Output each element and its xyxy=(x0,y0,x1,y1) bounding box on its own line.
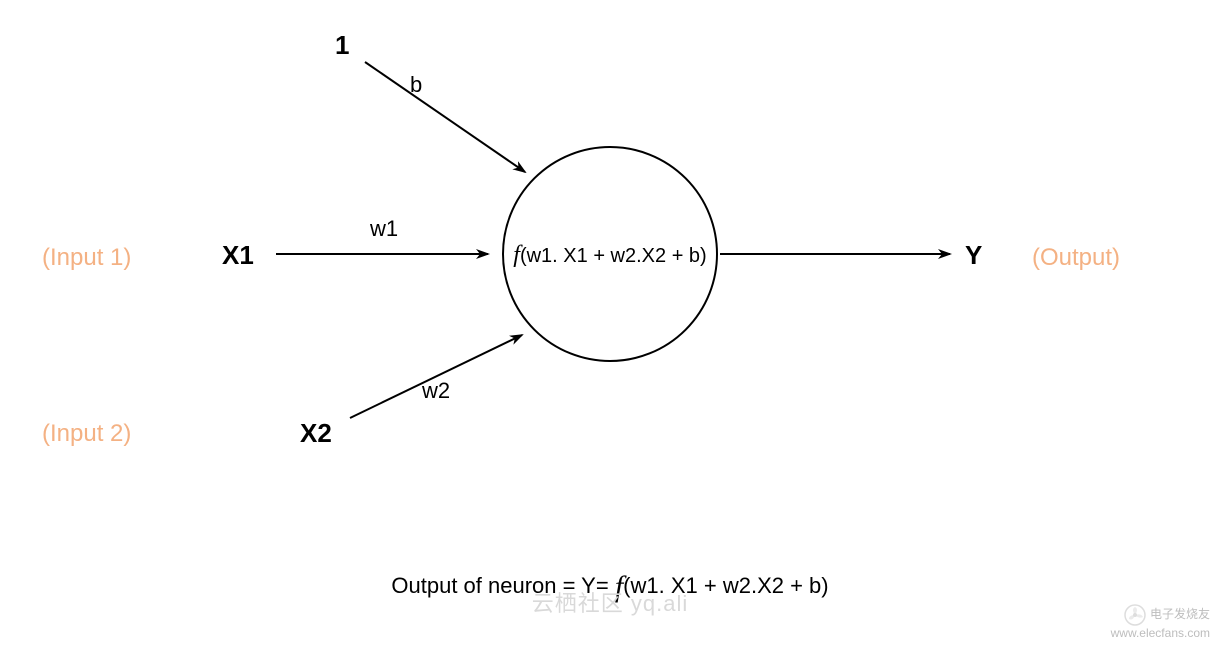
watermark-right-line2: www.elecfans.com xyxy=(1111,626,1210,640)
neuron-circle: f(w1. X1 + w2.X2 + b) xyxy=(502,146,718,362)
input1-annotation: (Input 1) xyxy=(42,244,131,272)
bias-node-label: 1 xyxy=(335,30,349,61)
w1-weight-label: w1 xyxy=(370,216,398,242)
neuron-function-text: f(w1. X1 + w2.X2 + b) xyxy=(504,242,716,269)
arrow-x2-to-neuron xyxy=(350,335,522,418)
output-node-label: Y xyxy=(965,240,982,271)
fan-icon xyxy=(1123,603,1147,627)
output-annotation: (Output) xyxy=(1032,244,1120,272)
equation-prefix: Output of neuron = Y= xyxy=(391,573,614,598)
input2-annotation: (Input 2) xyxy=(42,420,131,448)
neuron-function-body: (w1. X1 + w2.X2 + b) xyxy=(520,245,707,267)
watermark-right: 电子发烧友 www.elecfans.com xyxy=(1111,603,1210,640)
neuron-f-symbol: f xyxy=(513,242,520,268)
equation-rest: (w1. X1 + w2.X2 + b) xyxy=(623,573,828,598)
w2-weight-label: w2 xyxy=(422,378,450,404)
watermark-right-line1: 电子发烧友 xyxy=(1150,607,1210,621)
equation-f-symbol: f xyxy=(615,570,623,603)
bias-weight-label: b xyxy=(410,72,422,98)
input2-node-label: X2 xyxy=(300,418,332,449)
equation-text: Output of neuron = Y= f(w1. X1 + w2.X2 +… xyxy=(0,570,1220,604)
input1-node-label: X1 xyxy=(222,240,254,271)
arrow-bias-to-neuron xyxy=(365,62,525,172)
